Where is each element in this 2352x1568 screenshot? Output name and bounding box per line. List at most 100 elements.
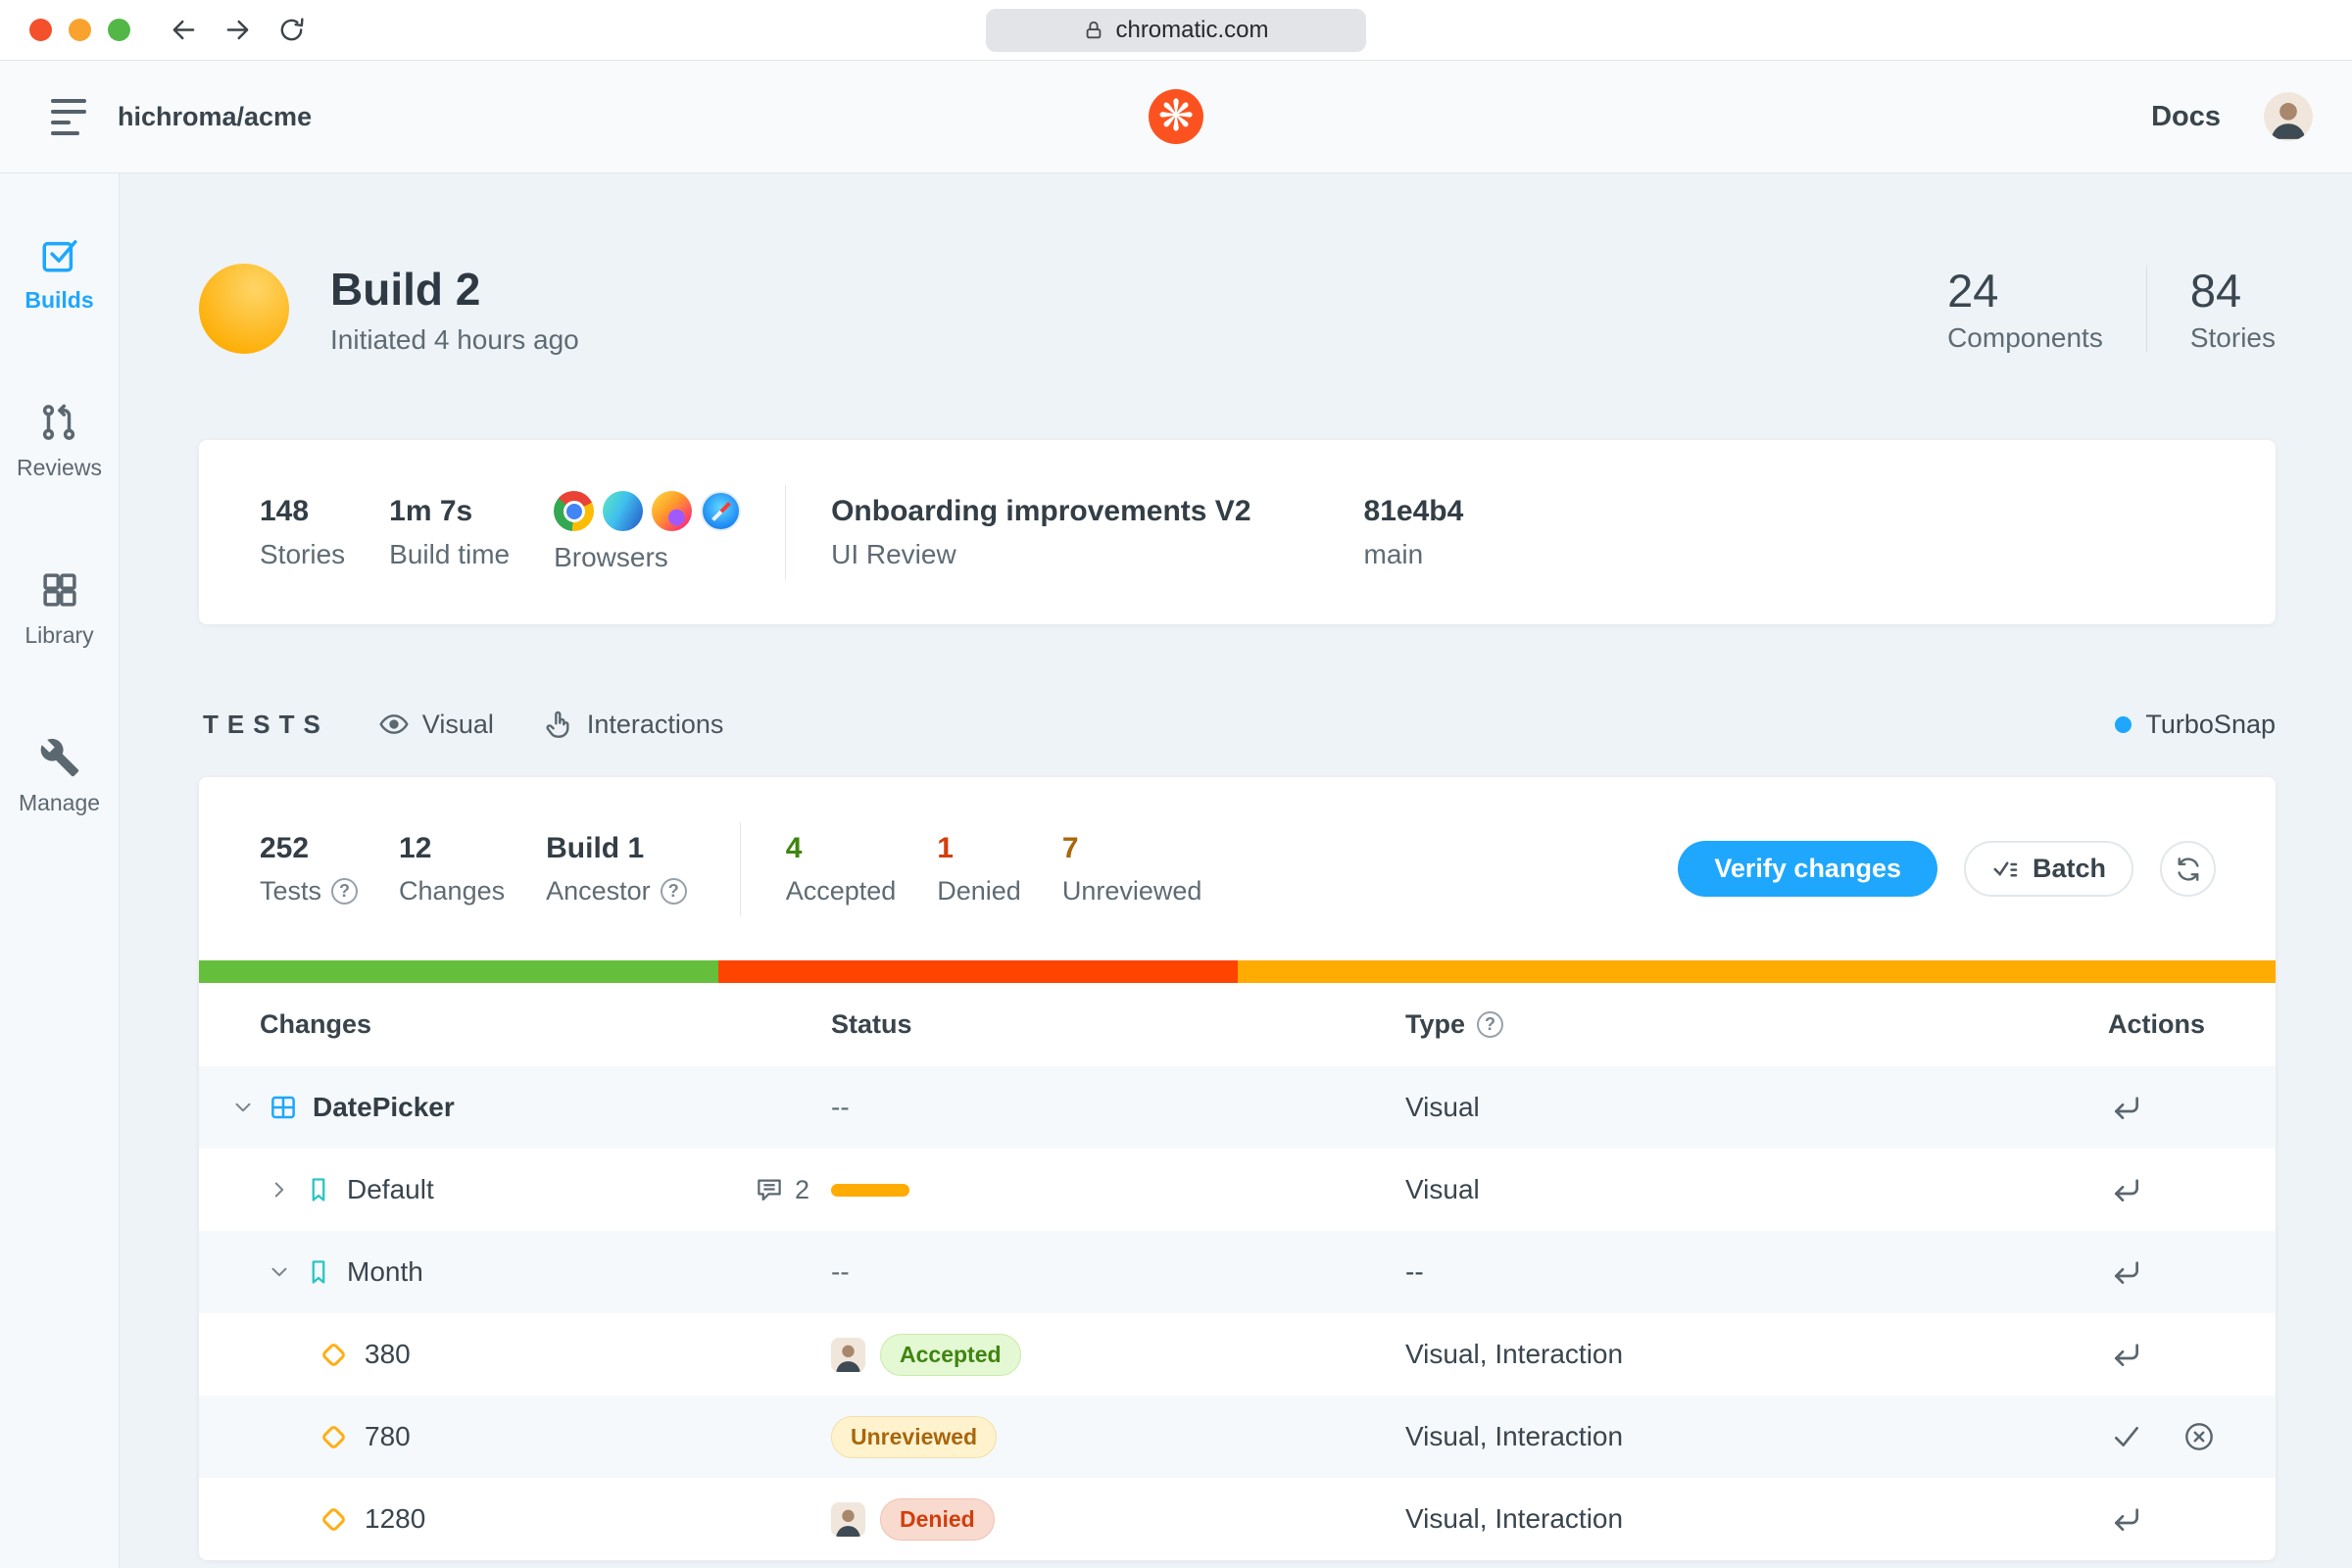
build-time-summary: 1m 7s Build time [389,495,510,570]
ancestor-build-link[interactable]: Build 1 [546,831,645,864]
table-row[interactable]: DatePicker -- Visual [199,1066,2276,1149]
docs-link[interactable]: Docs [2151,100,2221,132]
build-status-avatar [199,264,289,354]
divider [2145,266,2147,352]
deny-button[interactable] [2181,1419,2217,1454]
sidebar-item-manage[interactable]: Manage [19,737,100,816]
chevron-right-icon[interactable] [267,1177,292,1202]
sidebar-item-reviews[interactable]: Reviews [17,402,102,481]
progress-segment-unreviewed [1237,960,2276,983]
build-time-value: 1m 7s [389,494,473,527]
minimize-window-button[interactable] [69,19,91,41]
stories-value: 148 [260,494,310,527]
stories-summary: 148 Stories [260,495,345,570]
denied-label: Denied [937,875,1021,906]
status-value: -- [831,1256,850,1287]
table-row[interactable]: 780 Unreviewed Visual, Interaction [199,1396,2276,1478]
url-text: chromatic.com [1115,17,1269,43]
table-row[interactable]: Month -- -- [199,1231,2276,1313]
turbosnap-indicator[interactable]: TurboSnap [2115,710,2276,740]
close-window-button[interactable] [29,19,52,41]
forward-icon[interactable] [223,16,252,44]
eye-icon [379,714,409,734]
grid-icon [42,573,76,607]
undo-button[interactable] [2109,1337,2144,1372]
help-icon[interactable] [660,877,687,905]
tests-stats-row: 252 Tests 12 Changes Build 1 Ancestor 4 [199,777,2276,960]
stories-count: 84 [2189,265,2242,317]
undo-button[interactable] [2109,1090,2144,1125]
sidebar-item-label: Manage [18,790,101,815]
divider [739,821,741,916]
lock-icon [1087,21,1102,39]
browser-chrome: chromatic.com [0,0,2352,61]
ancestor-stat: Build 1 Ancestor [546,832,687,906]
batch-button-label: Batch [2032,854,2106,883]
interactions-filter[interactable]: Interactions [543,709,723,740]
stories-label: Stories [2189,322,2276,353]
story-diamond-icon [320,1505,347,1533]
status-badge: Accepted [880,1333,1021,1376]
project-name: hichroma/acme [118,101,313,131]
components-label: Components [1947,322,2103,353]
column-header-type: Type [1405,1009,1466,1039]
type-value: Visual [1405,1092,1480,1122]
component-icon [269,1093,298,1122]
unreviewed-stat: 7 Unreviewed [1062,832,1202,906]
action-slot-empty [2181,1501,2217,1537]
menu-icon[interactable] [51,98,86,135]
comments-indicator[interactable]: 2 [755,1175,809,1205]
build-subtitle: Initiated 4 hours ago [330,323,579,355]
table-row[interactable]: 1280 Denied Visual, Interaction [199,1478,2276,1560]
undo-button[interactable] [2109,1254,2144,1290]
chevron-down-icon[interactable] [267,1259,292,1285]
undo-button[interactable] [2109,1501,2144,1537]
unreviewed-count: 7 [1061,831,1079,864]
comment-icon [758,1179,781,1201]
commit-link[interactable]: 81e4b4 [1363,494,1464,527]
table-row[interactable]: 380 Accepted Visual, Interaction [199,1313,2276,1396]
status-badge: Unreviewed [831,1415,998,1458]
address-bar[interactable]: chromatic.com [986,9,1366,52]
browsers-summary: Browsers [554,491,742,573]
accept-button[interactable] [2109,1419,2144,1454]
maximize-window-button[interactable] [108,19,130,41]
stories-label: Stories [260,538,346,569]
reviewer-avatar [831,1337,865,1372]
rerun-build-button[interactable] [2160,841,2216,897]
accepted-stat: 4 Accepted [786,832,897,906]
reload-icon[interactable] [277,16,306,44]
verify-changes-button[interactable]: Verify changes [1678,841,1937,897]
test-name: Default [347,1174,434,1204]
ancestor-label: Ancestor [546,875,651,906]
edge-icon [603,491,644,531]
status-badge: Denied [880,1497,995,1541]
chevron-down-icon[interactable] [230,1095,256,1120]
type-value: Visual, Interaction [1405,1339,1624,1369]
action-slot-empty [2181,1337,2217,1372]
back-icon[interactable] [170,16,198,44]
visual-filter[interactable]: Visual [378,709,494,740]
sidebar-item-library[interactable]: Library [24,569,94,649]
divider [785,485,787,579]
app-header: hichroma/acme ❋ Docs [0,61,2352,173]
type-value: -- [1405,1256,1424,1287]
batch-button[interactable]: Batch [1963,841,2133,897]
comment-count: 2 [794,1174,809,1204]
chromatic-logo-icon[interactable]: ❋ [1149,89,1203,144]
unreviewed-progress-bar [831,1183,909,1197]
help-icon[interactable] [331,877,359,905]
tests-card: 252 Tests 12 Changes Build 1 Ancestor 4 [199,777,2276,1560]
branch-link[interactable]: Onboarding improvements V2 [831,494,1251,527]
visual-filter-label: Visual [421,709,494,739]
story-diamond-icon [320,1341,347,1368]
undo-button[interactable] [2109,1172,2144,1207]
progress-segment-denied [717,960,1238,983]
safari-icon [701,491,742,531]
column-header-changes: Changes [260,1009,372,1039]
help-icon[interactable] [1477,1011,1504,1038]
table-row[interactable]: Default 2 Visual [199,1149,2276,1231]
user-avatar[interactable] [2264,92,2313,141]
sidebar-item-builds[interactable]: Builds [24,234,94,314]
column-header-actions: Actions [2107,1009,2205,1039]
